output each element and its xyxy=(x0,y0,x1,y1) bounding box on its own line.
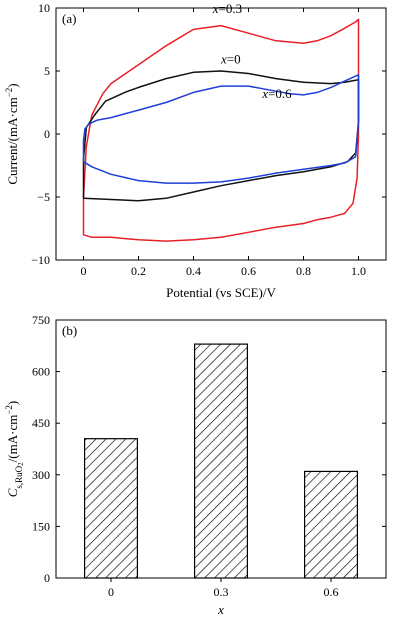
bar-x-tick-label: 0.6 xyxy=(324,585,339,599)
bar-1 xyxy=(194,343,249,579)
cv-x-tick-label: 1.0 xyxy=(351,264,366,278)
cv-series-label-0: x=0.3 xyxy=(212,1,242,16)
bar-y-axis-title: Cs,RuO2/(mA·cm−2) xyxy=(4,401,25,498)
bar-0 xyxy=(83,438,138,579)
cv-series-label-var: x xyxy=(212,1,219,16)
bar-y-tick-label: 300 xyxy=(32,468,50,482)
bar-y-axis-title-sup: −2 xyxy=(4,405,14,415)
cv-series-label-value: =0.3 xyxy=(219,1,243,16)
cv-curves xyxy=(82,18,360,242)
bar-y-axis-title-sub: s,RuO xyxy=(14,465,24,488)
bar-y-axis-title-sub2: 2 xyxy=(17,462,25,466)
cv-series-label-value: =0 xyxy=(227,51,241,66)
bars xyxy=(83,343,359,579)
bar-x-tick-label: 0.3 xyxy=(214,585,229,599)
cv-y-tick-label: 5 xyxy=(44,64,50,78)
cv-curve-0 xyxy=(82,18,360,242)
cv-y-ticks: 10 5 0 −5 −10 xyxy=(31,1,386,267)
cv-y-tick-label: 10 xyxy=(38,1,50,15)
cv-x-tick-label: 0.6 xyxy=(241,264,256,278)
bar-y-axis-title-unit: /(mA·cm xyxy=(5,415,20,463)
bar-y-tick-label: 600 xyxy=(32,365,50,379)
panel-a-label: (a) xyxy=(62,11,76,26)
cv-y-tick-label: −5 xyxy=(37,190,50,204)
cv-x-tick-label: 0.4 xyxy=(186,264,201,278)
bar-2 xyxy=(304,470,359,579)
bar-x-axis-title: x xyxy=(217,602,224,617)
bar-y-axis-title-close: ) xyxy=(5,401,20,405)
cv-curve-2 xyxy=(82,74,360,184)
cv-series-labels: x=0.3x=0x=0.6 xyxy=(212,1,292,101)
cv-chart-panel: (a) x=0.3x=0x=0.6 0 0.2 0.4 0.6 0.8 1.0 1050−… xyxy=(4,1,387,300)
cv-x-ticks: 0 0.2 0.4 0.6 0.8 1.0 xyxy=(81,8,366,278)
bar-y-tick-label: 450 xyxy=(32,416,50,430)
cv-y-axis-title: Current/(mA·cm−2) xyxy=(4,83,20,184)
cv-series-label-value: =0.6 xyxy=(268,86,292,101)
cv-curve-1 xyxy=(82,70,360,202)
cv-y-tick-label: 0 xyxy=(44,127,50,141)
cv-x-tick-label: 0.8 xyxy=(296,264,311,278)
cv-y-tick-label: −10 xyxy=(31,253,50,267)
cv-series-label-var: x xyxy=(220,51,227,66)
bar-x-tick-label: 0 xyxy=(108,585,114,599)
panel-b-label: (b) xyxy=(62,323,77,338)
cv-x-tick-label: 0 xyxy=(81,264,87,278)
bar-y-axis-title-main: C xyxy=(5,488,20,497)
bar-y-tick-label: 750 xyxy=(32,313,50,327)
bar-chart-panel: (b) 0 0.3 0.6 0 150 300 450 600 750 x Cs,RuO2/(… xyxy=(4,313,387,617)
bar-y-tick-label: 150 xyxy=(32,519,50,533)
bar-y-ticks: 0 150 300 450 600 750 xyxy=(32,313,386,585)
cv-x-axis-title: Potential (vs SCE)/V xyxy=(166,285,276,300)
cv-x-tick-label: 0.2 xyxy=(131,264,146,278)
cv-series-label-2: x=0.6 xyxy=(261,86,292,101)
cv-series-label-1: x=0 xyxy=(220,51,241,66)
bar-y-tick-label: 0 xyxy=(44,571,50,585)
cv-y-axis-title-close: ) xyxy=(5,83,20,87)
cv-y-axis-title-text: Current/(mA·cm xyxy=(5,97,20,184)
cv-plot-frame xyxy=(55,7,387,261)
cv-y-axis-title-sup: −2 xyxy=(4,88,14,98)
cv-series-label-var: x xyxy=(261,86,268,101)
bar-x-ticks: 0 0.3 0.6 xyxy=(108,578,339,599)
